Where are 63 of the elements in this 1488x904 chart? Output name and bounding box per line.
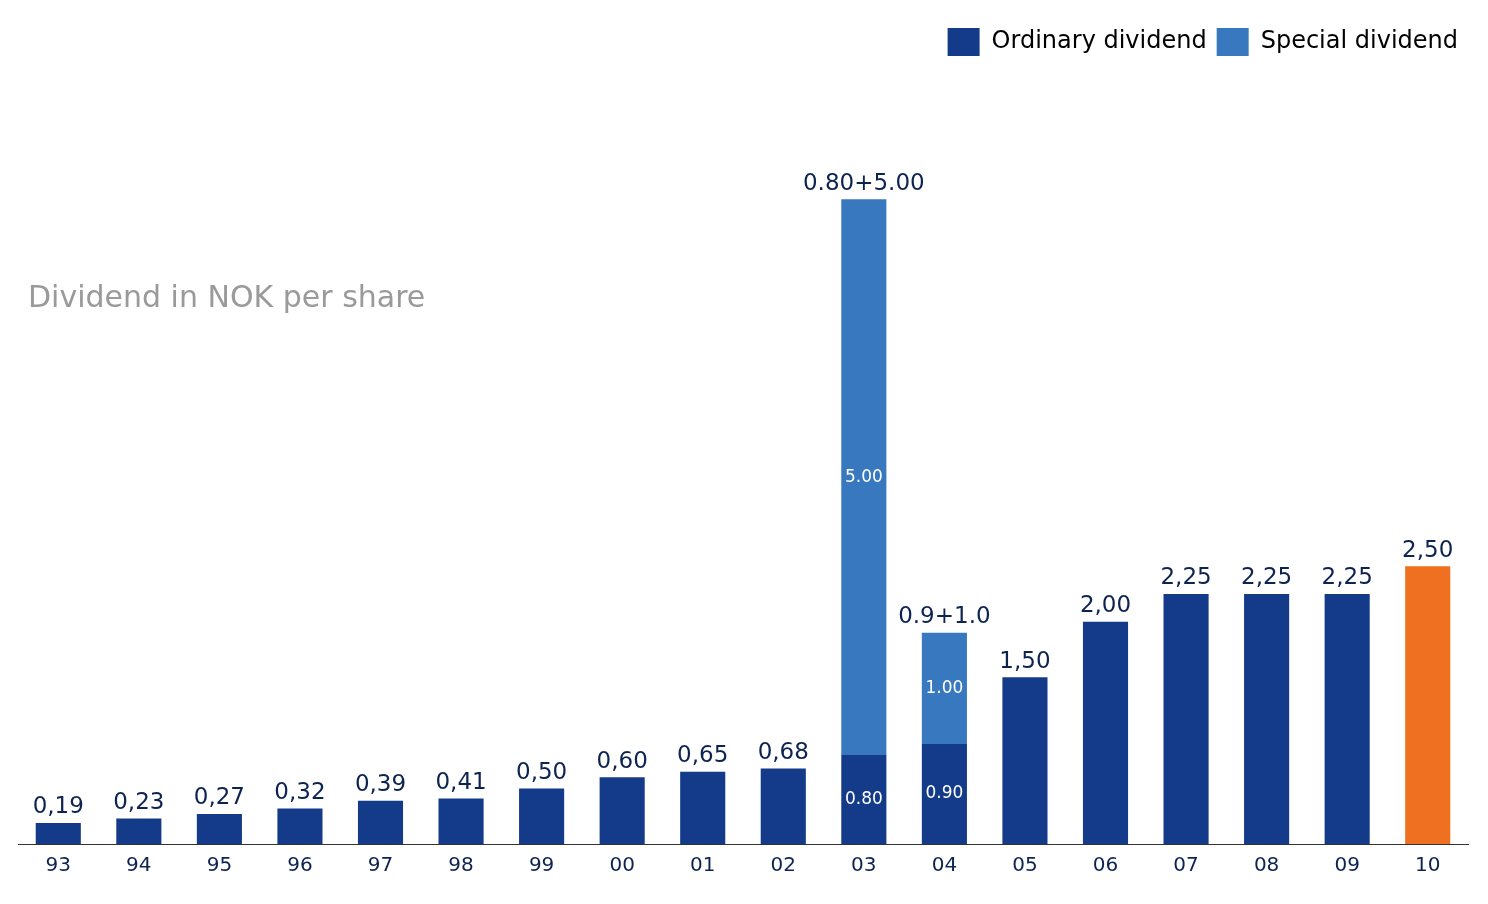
data-label: 2,00 [1079,591,1132,618]
x-tick-label: 04 [931,852,958,877]
bar [519,788,565,844]
x-tick-label: 03 [851,852,877,877]
bar [1405,566,1451,844]
data-label: 0,27 [193,783,245,810]
bar [1082,621,1129,844]
bar [35,822,81,844]
x-tick-label: 10 [1415,852,1441,877]
data-label: 2,25 [1241,563,1293,590]
x-tick-label: 06 [1092,852,1119,877]
x-tick-label: 93 [45,852,71,877]
total-label: 0.9+1.0 [898,602,991,629]
bar [680,771,726,844]
x-tick-label: 96 [287,852,313,877]
data-label: 2,50 [1402,535,1454,562]
data-label: 0,65 [677,741,729,768]
bar [1324,593,1370,844]
text: Dividend in NOK per share [28,279,426,315]
bar [438,798,484,844]
bar [841,755,887,844]
data-label: 0,60 [596,746,648,773]
data-label: 0,32 [274,777,326,804]
bar [599,777,645,844]
bar [277,808,323,844]
x-tick-label: 94 [126,852,152,877]
data-label: 0,23 [113,787,165,814]
bar [921,632,967,744]
data-label: 5.00 [844,465,883,486]
x-tick-label: 00 [609,852,635,877]
legend-label: Ordinary dividend [991,26,1207,55]
x-tick-label: 02 [770,852,796,877]
bar [1163,593,1209,844]
data-label: 0.80 [844,787,883,808]
data-label: 2,25 [1321,563,1373,590]
x-tick-label: 01 [690,852,716,877]
bar [357,800,404,844]
data-label: 0,50 [516,757,568,784]
bar [116,818,162,844]
bar [760,768,806,844]
x-tick-label: 09 [1334,852,1360,877]
data-label: 0,19 [32,792,84,819]
legend-label: Special dividend [1260,26,1459,55]
total-label: 0.80+5.00 [802,168,925,195]
data-label: 1.00 [925,676,964,697]
data-label: 1,50 [999,646,1051,673]
data-label: 0.90 [925,782,964,803]
x-tick-label: 97 [367,852,394,877]
data-label: 0,68 [757,737,809,764]
x-tick-label: 08 [1253,852,1280,877]
x-tick-label: 95 [206,852,233,877]
data-label: 0,39 [354,770,407,797]
x-tick-label: 07 [1173,852,1199,877]
bar [196,813,242,844]
data-label: 0,41 [435,767,487,794]
bar [1002,677,1048,844]
data-label: 2,25 [1160,563,1212,590]
x-tick-label: 05 [1012,852,1038,877]
bar [1244,593,1290,844]
x-tick-label: 99 [528,852,555,877]
bar [841,199,887,756]
bar [921,743,967,844]
x-tick-label: 98 [448,852,474,877]
